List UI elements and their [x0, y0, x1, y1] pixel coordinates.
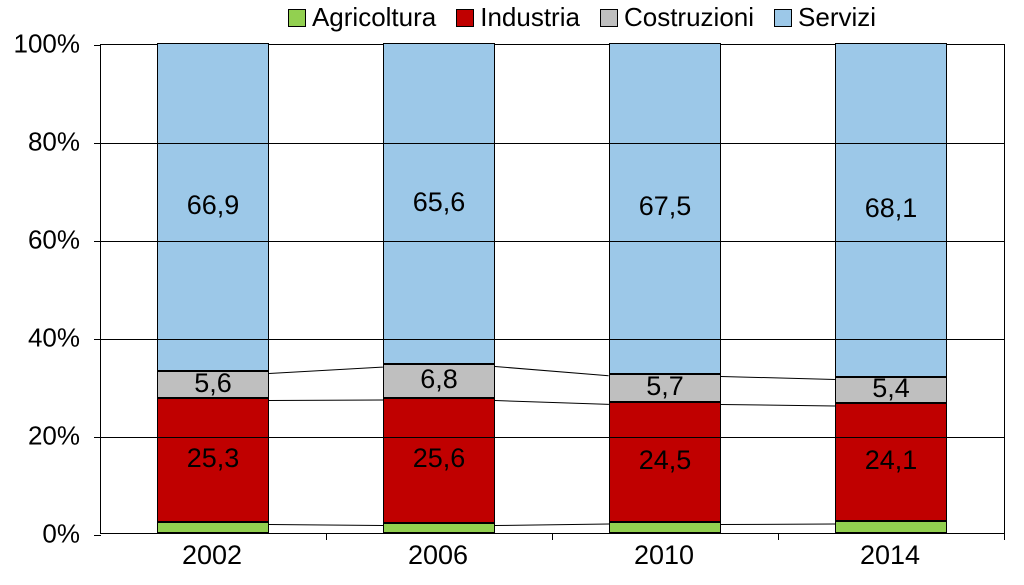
legend-swatch [774, 9, 792, 27]
y-tick-label: 40% [28, 323, 80, 354]
x-tick [326, 533, 327, 540]
bar-segment-servizi [835, 43, 947, 377]
gridline [101, 241, 1004, 242]
legend-swatch [288, 9, 306, 27]
bar-segment-agricoltura [157, 522, 269, 533]
y-tick-label: 100% [14, 29, 81, 60]
x-axis: 2002 2006 2010 2014 [100, 540, 1005, 580]
connector-line [721, 523, 835, 524]
legend: Agricoltura Industria Costruzioni Serviz… [160, 2, 1004, 33]
legend-label: Industria [480, 2, 580, 33]
bar-segment-costruzioni [157, 371, 269, 398]
legend-item-costruzioni: Costruzioni [600, 2, 754, 33]
gridline [101, 437, 1004, 438]
y-tick-label: 80% [28, 127, 80, 158]
bar-segment-costruzioni [835, 377, 947, 403]
stacked-bar-chart: Agricoltura Industria Costruzioni Serviz… [0, 0, 1024, 585]
bar-group: 24,55,767,5 [609, 45, 721, 533]
x-tick [552, 533, 553, 540]
x-tick [1004, 533, 1005, 540]
legend-label: Servizi [798, 2, 876, 33]
bar-segment-agricoltura [609, 522, 721, 533]
y-axis: 0%20%40%60%80%100% [0, 44, 90, 534]
y-tick [94, 437, 101, 438]
bar-segment-industria [383, 398, 495, 523]
bar-segment-agricoltura [835, 521, 947, 533]
plot-area: 25,35,666,9 25,66,865,6 24,55,767,5 24,15,4… [100, 44, 1005, 534]
x-tick-label: 2002 [182, 540, 242, 571]
y-tick-label: 20% [28, 421, 80, 452]
bar-group: 25,35,666,9 [157, 45, 269, 533]
y-tick [94, 535, 101, 536]
bar-segment-agricoltura [383, 523, 495, 533]
legend-label: Agricoltura [312, 2, 436, 33]
y-tick [94, 143, 101, 144]
gridline [101, 143, 1004, 144]
x-tick-label: 2014 [860, 540, 920, 571]
x-tick-label: 2006 [408, 540, 468, 571]
y-tick-label: 60% [28, 225, 80, 256]
x-tick-label: 2010 [634, 540, 694, 571]
legend-item-agricoltura: Agricoltura [288, 2, 436, 33]
bar-group: 25,66,865,6 [383, 45, 495, 533]
legend-item-industria: Industria [456, 2, 580, 33]
bar-segment-servizi [609, 43, 721, 374]
bar-segment-industria [609, 402, 721, 522]
gridline [101, 339, 1004, 340]
bars-layer: 25,35,666,9 25,66,865,6 24,55,767,5 24,15,4… [101, 45, 1004, 533]
y-tick [94, 45, 101, 46]
y-tick-label: 0% [42, 519, 80, 550]
y-tick [94, 241, 101, 242]
bar-segment-industria [835, 403, 947, 521]
bar-segment-costruzioni [383, 364, 495, 397]
bar-segment-servizi [157, 43, 269, 371]
legend-swatch [456, 9, 474, 27]
bar-segment-costruzioni [609, 374, 721, 402]
legend-swatch [600, 9, 618, 27]
bar-group: 24,15,468,1 [835, 45, 947, 533]
x-tick [778, 533, 779, 540]
y-tick [94, 339, 101, 340]
bar-segment-servizi [383, 43, 495, 364]
legend-item-servizi: Servizi [774, 2, 876, 33]
legend-label: Costruzioni [624, 2, 754, 33]
bar-segment-industria [157, 398, 269, 522]
